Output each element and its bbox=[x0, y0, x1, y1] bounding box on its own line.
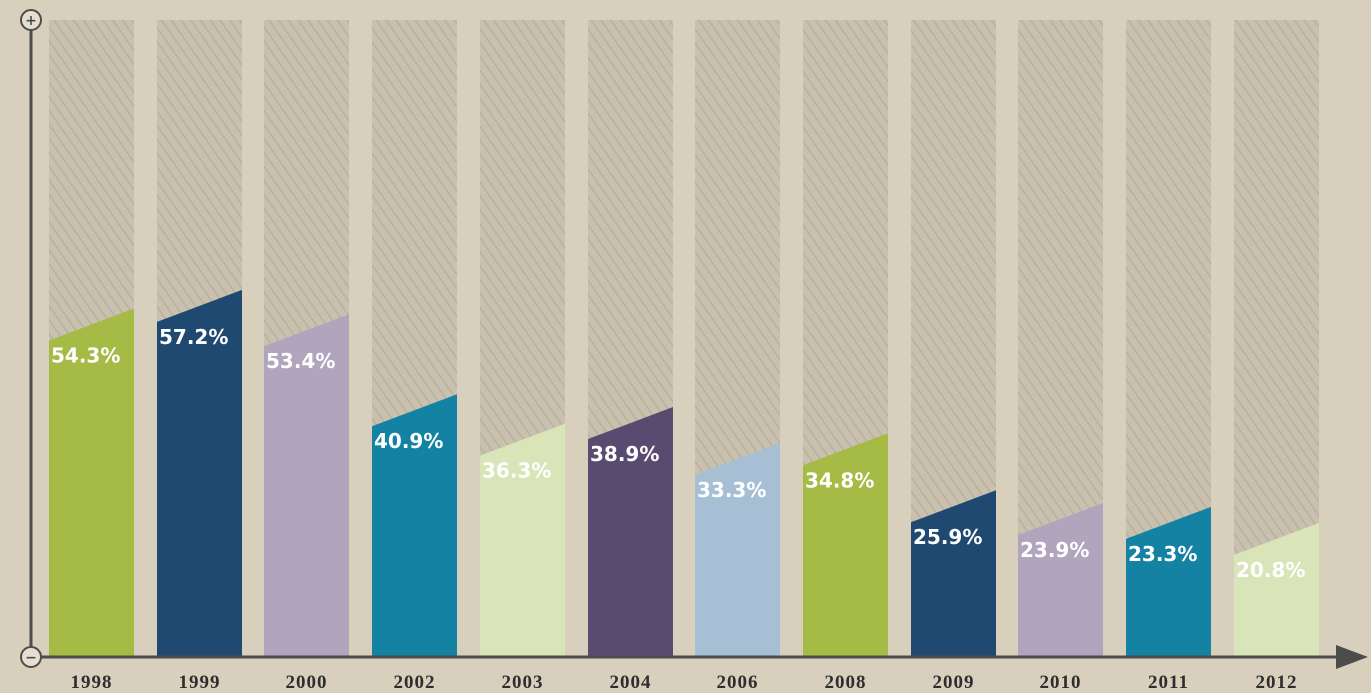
bar-value-label: 33.3% bbox=[697, 478, 766, 502]
bar-value-label: 57.2% bbox=[159, 325, 228, 349]
bar-value-label: 53.4% bbox=[266, 349, 335, 373]
minus-marker-icon: − bbox=[20, 646, 42, 668]
plus-marker-icon: + bbox=[20, 9, 42, 31]
bar-value-label: 23.9% bbox=[1020, 538, 1089, 562]
bar-value-label: 25.9% bbox=[913, 525, 982, 549]
bar bbox=[480, 423, 565, 656]
x-tick-label: 2012 bbox=[1256, 672, 1298, 693]
x-tick-label: 1998 bbox=[71, 672, 113, 693]
bar bbox=[1126, 506, 1211, 656]
x-tick-label: 1999 bbox=[179, 672, 221, 693]
x-tick-label: 2004 bbox=[610, 672, 652, 693]
x-tick-label: 2009 bbox=[933, 672, 975, 693]
bar-value-label: 38.9% bbox=[590, 442, 659, 466]
x-tick-label: 2002 bbox=[394, 672, 436, 693]
x-tick-label: 2003 bbox=[502, 672, 544, 693]
bar-value-label: 23.3% bbox=[1128, 542, 1197, 566]
bar bbox=[372, 394, 457, 656]
x-tick-label: 2011 bbox=[1148, 672, 1189, 693]
bar bbox=[695, 442, 780, 656]
bar-value-label: 40.9% bbox=[374, 429, 443, 453]
bar-value-label: 34.8% bbox=[805, 468, 874, 492]
bar bbox=[157, 289, 242, 656]
bar-value-label: 36.3% bbox=[482, 459, 551, 483]
minus-marker-text: − bbox=[25, 650, 37, 666]
bar bbox=[588, 407, 673, 656]
bar bbox=[1234, 522, 1319, 656]
x-tick-label: 2006 bbox=[717, 672, 759, 693]
x-axis-arrow-icon bbox=[1336, 645, 1368, 669]
x-tick-label: 2000 bbox=[286, 672, 328, 693]
bar-value-label: 20.8% bbox=[1236, 558, 1305, 582]
plus-marker-text: + bbox=[25, 13, 37, 29]
x-tick-label: 2010 bbox=[1040, 672, 1082, 693]
bar bbox=[264, 314, 349, 656]
bar bbox=[803, 433, 888, 656]
bar bbox=[49, 308, 134, 656]
x-tick-label: 2008 bbox=[825, 672, 867, 693]
bar bbox=[1018, 503, 1103, 656]
bar-value-label: 54.3% bbox=[51, 343, 120, 367]
bar bbox=[911, 490, 996, 656]
